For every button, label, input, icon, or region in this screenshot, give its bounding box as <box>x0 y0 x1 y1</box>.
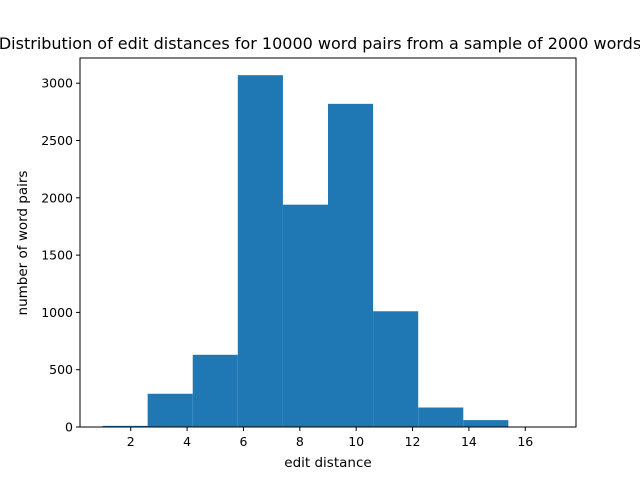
y-tick-label: 1000 <box>41 305 73 320</box>
bars-group <box>102 75 509 428</box>
histogram-bar <box>147 393 193 427</box>
y-tick-label: 2000 <box>41 190 73 205</box>
histogram-bar <box>418 407 464 427</box>
x-axis-label: edit distance <box>284 455 371 471</box>
x-tick-label: 6 <box>239 434 247 449</box>
y-tick-label: 3000 <box>41 76 73 91</box>
y-tick-label: 0 <box>65 420 73 435</box>
x-tick-label: 2 <box>127 434 135 449</box>
chart-title: Distribution of edit distances for 10000… <box>0 34 640 53</box>
histogram-bar <box>328 103 374 428</box>
y-axis-ticks: 0 500 1000 1500 2000 2500 3000 <box>41 76 80 435</box>
histogram-bar <box>463 420 509 427</box>
x-axis-ticks: 2 4 6 8 10 12 14 16 <box>127 427 533 449</box>
histogram-bar <box>102 425 148 427</box>
histogram-bar <box>192 354 238 427</box>
plot-frame <box>79 57 577 428</box>
x-tick-label: 4 <box>183 434 191 449</box>
y-tick-label: 2500 <box>41 133 73 148</box>
x-tick-label: 14 <box>461 434 477 449</box>
histogram-bar <box>373 311 419 427</box>
x-tick-label: 12 <box>405 434 421 449</box>
histogram-bar <box>282 204 328 427</box>
y-axis-label: number of word pairs <box>15 171 31 316</box>
y-tick-label: 1500 <box>41 248 73 263</box>
x-tick-label: 10 <box>348 434 364 449</box>
y-tick-label: 500 <box>49 362 73 377</box>
x-tick-label: 16 <box>517 434 533 449</box>
histogram-bar <box>237 75 283 427</box>
x-tick-label: 8 <box>296 434 304 449</box>
